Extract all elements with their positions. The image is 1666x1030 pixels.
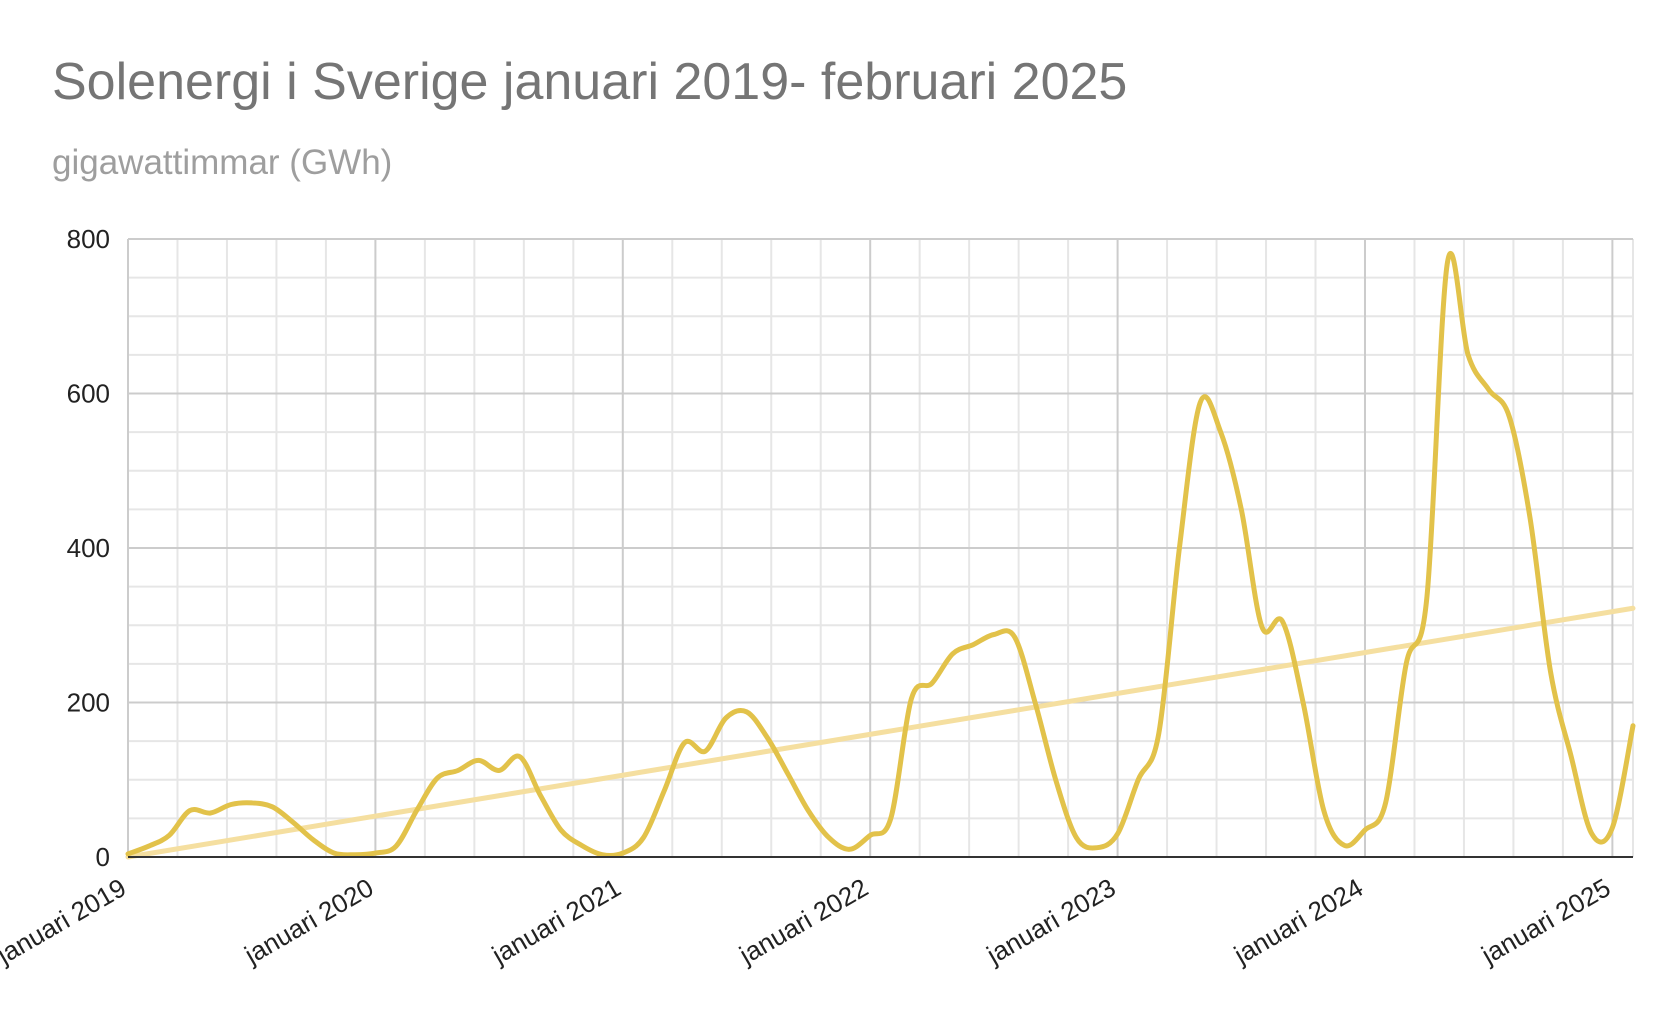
x-tick-label: januari 2025	[1476, 872, 1616, 970]
y-tick-label: 200	[67, 688, 110, 718]
x-tick-label: januari 2024	[1228, 872, 1368, 970]
y-tick-label: 600	[67, 379, 110, 409]
series-layer	[125, 250, 1636, 859]
x-tick-label: januari 2021	[486, 872, 626, 970]
chart-subtitle: gigawattimmar (GWh)	[52, 143, 393, 182]
trendline	[125, 605, 1636, 860]
x-tick-label: januari 2020	[239, 872, 379, 970]
y-tick-label: 800	[67, 224, 110, 254]
y-tick-label: 0	[96, 842, 110, 872]
trendline-layer	[125, 605, 1636, 860]
x-tick-label: januari 2022	[733, 872, 873, 970]
major-gridlines	[127, 238, 1633, 857]
y-axis-tick-labels: 0 200 400 600 800	[67, 224, 110, 872]
x-tick-label: januari 2023	[981, 872, 1121, 970]
x-axis-tick-labels: januari 2019 januari 2020 januari 2021 janu…	[0, 872, 1615, 970]
minor-gridlines	[128, 239, 1634, 857]
series-line	[125, 250, 1636, 859]
x-tick-label: januari 2019	[0, 872, 131, 970]
y-tick-label: 400	[67, 533, 110, 563]
chart-title: Solenergi i Sverige januari 2019- februa…	[52, 53, 1128, 111]
